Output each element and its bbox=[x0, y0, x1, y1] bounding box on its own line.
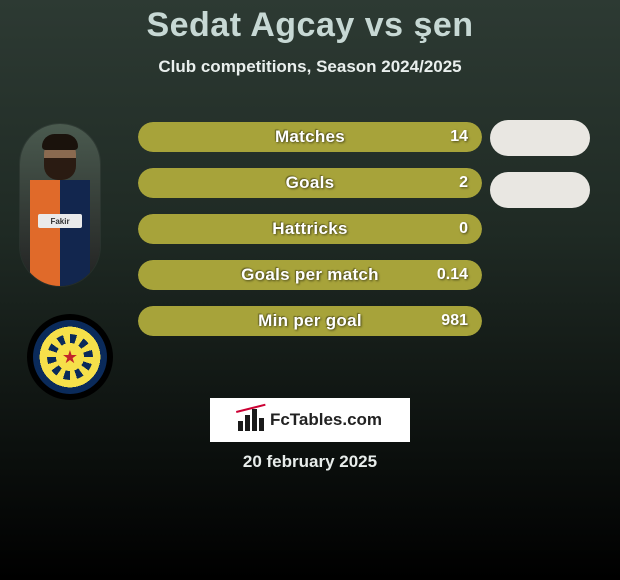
stat-row-hattricks: Hattricks 0 bbox=[138, 214, 482, 244]
brand-bars-icon bbox=[238, 409, 264, 431]
stat-value: 0 bbox=[459, 214, 468, 244]
jersey-left-half bbox=[30, 180, 60, 286]
brand-text: FcTables.com bbox=[270, 410, 382, 430]
stat-label: Min per goal bbox=[138, 306, 482, 336]
right-club-logo-placeholder bbox=[490, 172, 590, 208]
stat-row-goals: Goals 2 bbox=[138, 168, 482, 198]
stat-value: 14 bbox=[450, 122, 468, 152]
right-player-avatar-placeholder bbox=[490, 120, 590, 156]
stat-row-min-per-goal: Min per goal 981 bbox=[138, 306, 482, 336]
club-logo-star-icon: ★ bbox=[62, 348, 78, 366]
brand-box: FcTables.com bbox=[210, 398, 410, 442]
stat-value: 2 bbox=[459, 168, 468, 198]
stat-row-goals-per-match: Goals per match 0.14 bbox=[138, 260, 482, 290]
stat-label: Goals bbox=[138, 168, 482, 198]
stat-label: Goals per match bbox=[138, 260, 482, 290]
left-club-logo: ★ bbox=[29, 316, 111, 398]
sponsor-badge: Fakir bbox=[38, 214, 82, 228]
stat-label: Matches bbox=[138, 122, 482, 152]
footer-date: 20 february 2025 bbox=[0, 452, 620, 472]
stat-row-matches: Matches 14 bbox=[138, 122, 482, 152]
subtitle: Club competitions, Season 2024/2025 bbox=[0, 57, 620, 77]
player-beard bbox=[44, 158, 76, 180]
stat-value: 981 bbox=[441, 306, 468, 336]
stat-label: Hattricks bbox=[138, 214, 482, 244]
stats-chart: Matches 14 Goals 2 Hattricks 0 Goals per… bbox=[138, 122, 482, 352]
stat-value: 0.14 bbox=[437, 260, 468, 290]
club-logo-inner: ★ bbox=[33, 320, 107, 394]
left-player-avatar: Fakir bbox=[20, 124, 100, 286]
jersey-right-half bbox=[60, 180, 90, 286]
page-title: Sedat Agcay vs şen bbox=[0, 0, 620, 45]
player-hair bbox=[42, 134, 78, 150]
